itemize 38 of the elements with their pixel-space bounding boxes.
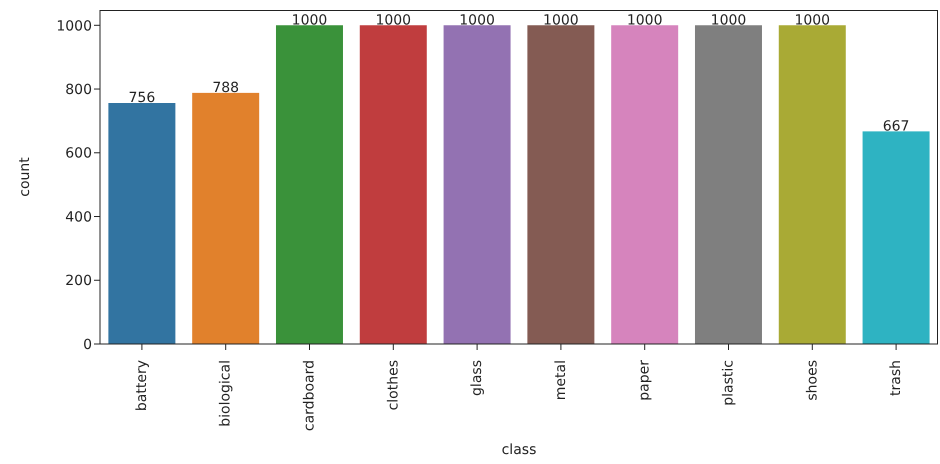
y-tick-label: 200 <box>65 273 92 290</box>
data-label: 756 <box>128 90 156 106</box>
data-label: 1000 <box>543 12 579 28</box>
x-axis-title: class <box>502 442 536 458</box>
y-tick-label: 400 <box>65 209 92 226</box>
x-tick-label: trash <box>888 360 904 396</box>
x-tick-label: metal <box>552 360 569 400</box>
bar <box>360 25 427 344</box>
bar <box>192 92 260 344</box>
data-label: 788 <box>212 80 240 96</box>
bar <box>527 25 594 344</box>
data-label: 1000 <box>794 12 830 28</box>
bar <box>276 25 343 344</box>
bar <box>778 25 846 344</box>
y-axis-title: count <box>16 156 33 197</box>
x-tick-label: cardboard <box>302 360 318 432</box>
x-tick-label: shoes <box>804 360 820 401</box>
x-tick-label: plastic <box>720 360 736 406</box>
bar <box>108 103 176 344</box>
x-tick-label: clothes <box>385 360 402 410</box>
bar <box>694 25 762 344</box>
y-tick-label: 1000 <box>56 18 92 34</box>
x-tick-label: battery <box>134 360 150 412</box>
y-tick-label: 0 <box>83 336 92 353</box>
data-label: 1000 <box>710 12 746 28</box>
data-label: 1000 <box>375 12 412 28</box>
bar <box>611 25 678 344</box>
bar <box>444 25 511 344</box>
x-tick-label: biological <box>218 360 234 427</box>
bar <box>862 131 930 344</box>
data-label: 1000 <box>459 12 495 28</box>
x-tick-label: paper <box>636 360 653 401</box>
y-tick-label: 800 <box>65 82 92 98</box>
x-tick-label: glass <box>469 360 486 396</box>
data-label: 667 <box>882 118 910 134</box>
data-label: 1000 <box>626 12 662 28</box>
data-label: 1000 <box>292 12 328 28</box>
y-tick-label: 600 <box>65 146 92 162</box>
